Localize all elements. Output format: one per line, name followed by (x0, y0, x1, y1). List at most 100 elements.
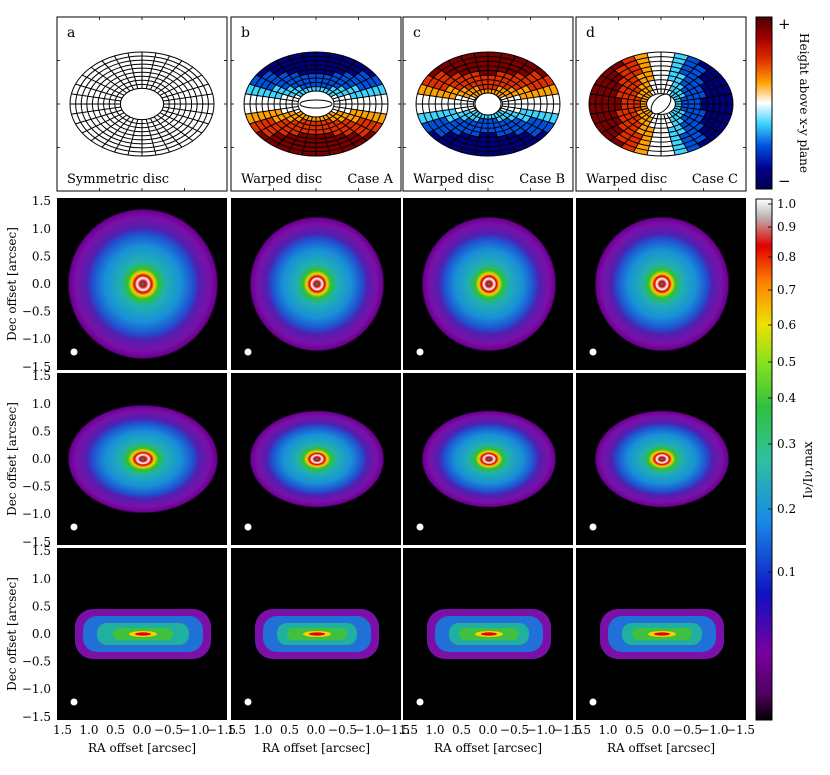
inclination-label: i=90° (702, 701, 740, 716)
warp-cell (458, 68, 471, 77)
warp-cell (601, 67, 615, 78)
grid-spoke (495, 112, 529, 148)
warp-cell (476, 112, 483, 118)
grid-spoke (497, 110, 540, 142)
x-tick-label: 1.5 (53, 723, 72, 737)
warp-cell (651, 70, 661, 76)
warp-cell (303, 146, 316, 152)
warp-cell (649, 90, 656, 96)
warp-cell (514, 104, 522, 109)
image-panel-e: e i=0° (57, 198, 227, 370)
warp-cell (505, 131, 518, 140)
warp-cell (606, 127, 620, 138)
height-colorbar-bottom-mark: − (778, 172, 791, 190)
grid-spoke (245, 93, 299, 102)
warp-cell (328, 53, 344, 60)
warp-cell (268, 104, 275, 111)
warp-cell (612, 82, 623, 92)
panel-caption: Symmetric disc (67, 172, 169, 187)
grid-spoke (417, 93, 474, 103)
warp-cell (715, 75, 728, 86)
warp-cell (505, 68, 518, 77)
warp-cell (698, 73, 711, 83)
grid-spoke (81, 74, 125, 96)
warp-cell (256, 95, 263, 104)
disc-emission (594, 410, 730, 508)
warp-cell (474, 150, 488, 156)
image-panel-f: f i=0° (231, 198, 401, 370)
warp-cell (641, 95, 649, 100)
grid-spoke (490, 114, 503, 156)
warp-cell (446, 68, 459, 77)
grid-spoke (275, 114, 307, 148)
grid-spoke (322, 55, 344, 93)
grid-spoke (668, 112, 702, 148)
warp-cell (533, 96, 541, 104)
warp-cell (475, 145, 488, 152)
grid-spoke (633, 113, 656, 153)
grid-spoke (75, 109, 123, 125)
warp-cell (316, 78, 323, 83)
warp-cell (279, 60, 293, 68)
warp-cell (477, 136, 488, 143)
disc-emission (594, 216, 730, 352)
warp-cell (377, 113, 387, 124)
warp-cell (244, 93, 252, 104)
y-axis-label: Dec offset [arcsec] (5, 227, 19, 341)
warp-cell (435, 104, 443, 112)
panel-letter: f (240, 206, 247, 222)
warp-cell (704, 118, 716, 128)
x-tick-label: −1.0 (526, 723, 555, 737)
warp-cell (374, 104, 382, 114)
warp-cell (428, 130, 442, 141)
warp-cell (282, 75, 293, 83)
warp-cell (250, 94, 258, 104)
grid-spoke (501, 107, 555, 125)
disc-emission-peak-core (654, 632, 670, 636)
warp-cell (276, 79, 287, 88)
disc-emission (249, 410, 385, 508)
warp-cell (493, 112, 500, 118)
warp-cell (725, 104, 733, 115)
warp-cell (513, 143, 528, 152)
warp-cell (500, 108, 508, 113)
panel-letter: n (240, 556, 249, 572)
warp-cell (475, 56, 488, 63)
grid-spoke (436, 110, 479, 142)
top-panel-c: c Warped disc Case B (402, 16, 574, 192)
beam-marker (589, 348, 597, 356)
warp-cell (260, 79, 272, 90)
warp-cell (345, 104, 352, 110)
warp-cell (380, 104, 388, 115)
height-colorbar: + −Height above x-y plane (755, 15, 811, 190)
warp-cell (521, 104, 528, 110)
warp-cell (316, 125, 323, 130)
warp-cell (345, 79, 356, 88)
warp-cell (266, 117, 277, 126)
intensity-colorbar: 1.0 0.9 0.8 0.7 0.6 0.5 0.4 0.3 0.2 0.1 Iν/Iν,max (755, 197, 815, 721)
panel-letter: a (67, 25, 75, 41)
grid-spoke (600, 109, 650, 134)
x-tick-label: 1.5 (227, 723, 246, 737)
grid-spoke (153, 60, 183, 92)
grid-spoke (499, 109, 549, 134)
warp-cell (332, 72, 343, 79)
warp-cell (316, 69, 326, 75)
y-tick-label: 1.0 (32, 222, 51, 236)
warp-cell (666, 112, 673, 118)
y-tick-label: 1.0 (32, 572, 51, 586)
disc-wireframe (588, 51, 734, 157)
warp-cell (460, 53, 476, 61)
warp-cell (665, 117, 672, 124)
warp-cell (307, 73, 316, 79)
grid-spoke (328, 66, 368, 96)
y-tick-label: −0.5 (22, 305, 51, 319)
warp-cell (261, 70, 274, 80)
grid-spoke (71, 106, 121, 115)
warp-cell (435, 96, 443, 104)
warp-cell (513, 127, 526, 136)
warp-cell (305, 65, 316, 70)
warp-cell (245, 113, 255, 124)
warp-cell (460, 147, 476, 155)
